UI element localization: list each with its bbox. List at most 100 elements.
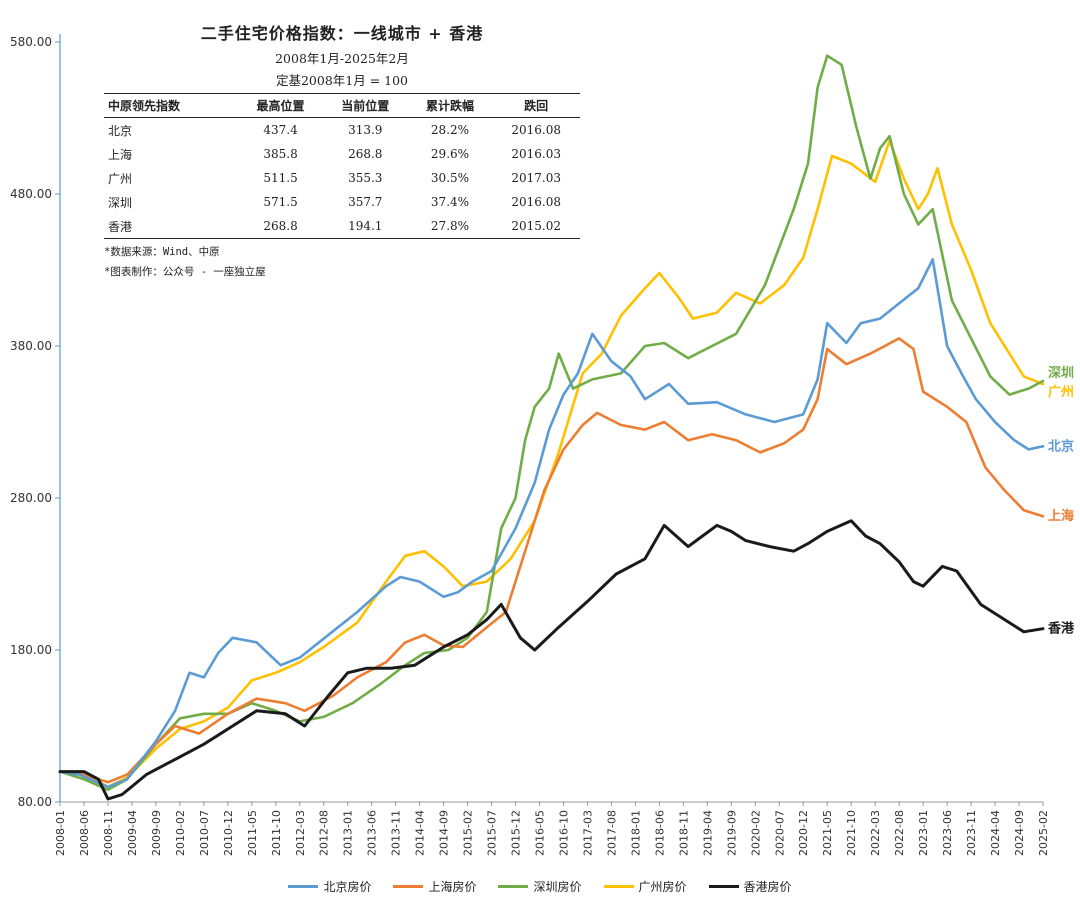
table-cell: 313.9 xyxy=(348,123,383,137)
x-tick-label: 2023-11 xyxy=(965,810,978,856)
x-tick-label: 2022-03 xyxy=(869,810,882,856)
table-cell: 29.6% xyxy=(430,147,470,161)
table-cell: 194.1 xyxy=(322,214,408,239)
x-tick-label: 2011-05 xyxy=(246,810,259,856)
x-tick-label: 2025-02 xyxy=(1037,810,1050,856)
table-cell: 27.8% xyxy=(407,214,493,239)
legend-swatch xyxy=(708,885,739,888)
series-lines xyxy=(58,54,1045,801)
x-tick-label: 2012-03 xyxy=(294,810,307,856)
legend-swatch xyxy=(288,885,319,888)
legend-item: 上海房价 xyxy=(393,878,476,895)
chart-subtitle: 2008年1月-2025年2月 xyxy=(275,51,409,66)
x-tick-label: 2023-06 xyxy=(941,810,954,856)
table-cell: 2017.03 xyxy=(511,171,561,185)
table-cell: 2016.08 xyxy=(511,123,561,137)
table-header-row: 中原领先指数 最高位置 当前位置 累计跌幅 跌回 xyxy=(104,93,580,118)
table-header: 当前位置 xyxy=(322,93,408,118)
series-end-label: 广州 xyxy=(1048,384,1074,400)
x-tick-label: 2021-10 xyxy=(845,810,858,856)
table-row: 香港 268.8 194.1 27.8% 2015.02 xyxy=(104,214,580,239)
chart-title: 二手住宅价格指数：一线城市 + 香港 xyxy=(200,24,484,43)
x-tick-label: 2008-01 xyxy=(54,810,67,856)
table-cell: 30.5% xyxy=(430,171,470,185)
table-row: 北京 437.4 313.9 28.2% 2016.08 xyxy=(104,118,580,143)
x-tick-label: 2015-07 xyxy=(486,810,499,856)
y-tick-label: 80.00 xyxy=(18,795,52,809)
x-tick-label: 2023-01 xyxy=(917,810,930,856)
legend-item: 广州房价 xyxy=(603,878,687,895)
table-header: 累计跌幅 xyxy=(407,93,493,118)
x-tick-label: 2018-01 xyxy=(629,810,642,856)
series-line-深圳 xyxy=(58,54,1045,792)
y-tick-label: 280.00 xyxy=(10,491,52,505)
table-cell: 香港 xyxy=(104,214,239,239)
x-tick-label: 2021-05 xyxy=(821,810,834,856)
table-header: 跌回 xyxy=(492,93,580,118)
table-cell: 37.4% xyxy=(430,195,470,209)
x-tick-label: 2010-12 xyxy=(222,810,235,856)
x-tick-label: 2020-12 xyxy=(797,810,810,856)
series-end-label: 深圳 xyxy=(1048,365,1074,381)
table-cell: 437.4 xyxy=(263,123,298,137)
x-tick-label: 2016-05 xyxy=(534,810,547,856)
table-cell: 上海 xyxy=(108,147,133,162)
x-tick-label: 2015-02 xyxy=(462,810,475,856)
x-tick-label: 2017-08 xyxy=(605,810,618,856)
x-tick-label: 2016-10 xyxy=(557,810,570,856)
table-row: 广州 511.5 355.3 30.5% 2017.03 xyxy=(104,166,580,190)
x-tick-label: 2013-06 xyxy=(366,810,379,856)
y-tick-label: 180.00 xyxy=(10,643,52,657)
table-cell: 2016.03 xyxy=(511,147,561,161)
x-tick-label: 2013-01 xyxy=(342,810,355,856)
x-tick-label: 2020-02 xyxy=(749,810,762,856)
legend-swatch xyxy=(498,885,529,888)
legend-label: 广州房价 xyxy=(638,880,687,894)
series-line-香港 xyxy=(58,519,1045,801)
table-row: 上海 385.8 268.8 29.6% 2016.03 xyxy=(104,142,580,166)
series-line-北京 xyxy=(58,258,1045,789)
table-cell: 571.5 xyxy=(263,195,298,209)
x-tick-label: 2012-08 xyxy=(318,810,331,856)
y-tick-label: 580.00 xyxy=(10,35,52,49)
legend-label: 北京房价 xyxy=(323,880,372,894)
table-cell: 385.8 xyxy=(263,147,298,161)
table-cell: 268.8 xyxy=(348,147,383,161)
table-cell: 广州 xyxy=(108,171,133,186)
x-tick-label: 2017-03 xyxy=(581,810,594,856)
series-line-上海 xyxy=(58,337,1045,784)
x-tick-label: 2008-06 xyxy=(78,810,91,856)
table-cell: 511.5 xyxy=(263,171,298,185)
x-tick-label: 2010-02 xyxy=(174,810,187,856)
x-tick-label: 2014-04 xyxy=(414,810,427,856)
x-tick-label: 2024-04 xyxy=(989,810,1002,856)
legend-swatch xyxy=(393,885,424,888)
table-cell: 28.2% xyxy=(430,123,470,137)
table-row: 深圳 571.5 357.7 37.4% 2016.08 xyxy=(104,190,580,214)
series-end-label: 香港 xyxy=(1047,621,1075,637)
x-tick-label: 2018-11 xyxy=(677,810,690,856)
legend-item: 香港房价 xyxy=(708,878,792,895)
legend: 北京房价 上海房价 深圳房价 广州房价 香港房价 xyxy=(0,878,1080,895)
x-tick-label: 2009-04 xyxy=(126,810,139,856)
legend-label: 上海房价 xyxy=(428,880,477,894)
table-header: 最高位置 xyxy=(238,93,323,118)
series-end-label: 北京 xyxy=(1048,438,1074,454)
axes: 80.00 180.00 280.00 380.00 480.00 580.00 2008-… xyxy=(10,34,1050,856)
x-tick-label: 2019-09 xyxy=(725,810,738,856)
series-end-label: 上海 xyxy=(1048,508,1074,524)
x-tick-label: 2014-09 xyxy=(438,810,451,856)
legend-label: 香港房价 xyxy=(743,880,792,894)
table-cell: 2016.08 xyxy=(511,195,561,209)
chart-credit-note: *图表制作：公众号 - 一座独立屋 xyxy=(104,266,266,278)
table-cell: 2015.02 xyxy=(492,214,580,239)
x-tick-label: 2018-06 xyxy=(653,810,666,856)
y-tick-label: 480.00 xyxy=(10,187,52,201)
legend-item: 北京房价 xyxy=(288,878,371,895)
table-cell: 355.3 xyxy=(348,171,383,185)
table-cell: 268.8 xyxy=(238,214,323,239)
x-tick-label: 2015-12 xyxy=(510,810,523,856)
x-tick-label: 2009-09 xyxy=(150,810,163,856)
table-header: 中原领先指数 xyxy=(104,93,239,118)
